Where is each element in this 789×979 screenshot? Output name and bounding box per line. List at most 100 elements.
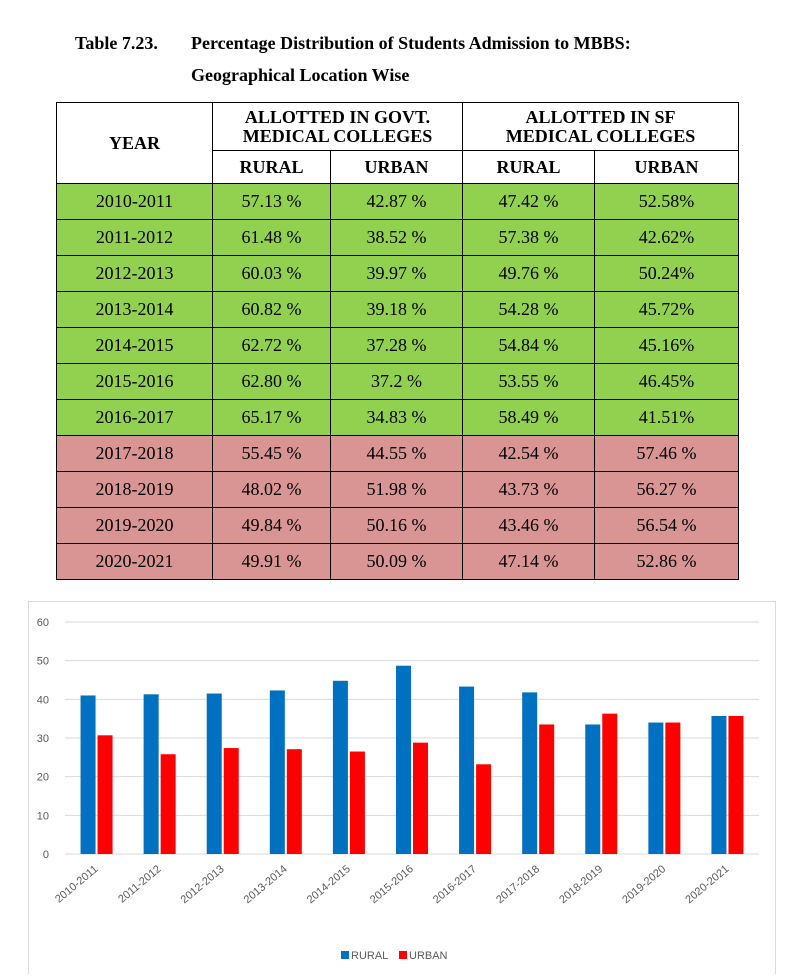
x-tick-label: 2013-2014 [242,863,290,906]
cell-sf-urban: 50.24% [594,255,740,292]
cell-govt-rural: 65.17 % [212,399,331,436]
cell-sf-rural: 57.38 % [462,219,596,256]
urban-bar [476,764,492,854]
cell-sf-rural: 47.42 % [462,183,596,220]
admission-distribution-table: YEAR ALLOTTED IN GOVT. MEDICAL COLLEGES A… [56,102,740,580]
cell-govt-urban: 42.87 % [329,183,464,220]
rural-bar [648,722,664,854]
table-row: 2018-2019 48.02 % 51.98 % 43.73 % 56.27 % [56,471,740,508]
y-tick-label: 60 [37,617,49,629]
cell-year: 2019-2020 [56,507,213,544]
rural-bar [585,724,601,854]
sf-urban-header: URBAN [594,150,740,184]
x-tick-label: 2012-2013 [179,863,227,906]
x-tick-label: 2011-2012 [116,863,163,905]
cell-sf-rural: 53.55 % [462,363,596,400]
govt-header: ALLOTTED IN GOVT. MEDICAL COLLEGES [211,102,464,151]
table-row: 2012-2013 60.03 % 39.97 % 49.76 % 50.24% [56,255,740,292]
cell-sf-urban: 41.51% [594,399,740,436]
table-row: 2015-2016 62.80 % 37.2 % 53.55 % 46.45% [56,363,740,400]
cell-govt-rural: 57.13 % [212,183,331,220]
y-tick-label: 40 [37,694,49,706]
cell-year: 2013-2014 [56,291,213,328]
cell-govt-rural: 61.48 % [212,219,331,256]
legend-label-urban: URBAN [409,950,448,962]
cell-sf-rural: 58.49 % [462,399,596,436]
year-header: YEAR [56,102,213,184]
cell-year: 2016-2017 [56,399,213,436]
urban-bar [602,713,618,854]
cell-govt-urban: 37.2 % [329,363,464,400]
cell-sf-urban: 45.72% [594,291,740,328]
cell-sf-rural: 42.54 % [462,435,596,472]
legend-label-rural: RURAL [351,950,388,962]
cell-govt-rural: 48.02 % [212,471,331,508]
govt-urban-header: URBAN [329,150,464,184]
urban-bar [413,742,428,854]
x-tick-label: 2019-2020 [620,863,668,906]
sf-header: ALLOTTED IN SF MEDICAL COLLEGES [462,102,740,151]
urban-bar [728,715,744,854]
cell-govt-urban: 39.18 % [329,291,464,328]
x-tick-label: 2020-2021 [683,863,731,906]
table-row: 2019-2020 49.84 % 50.16 % 43.46 % 56.54 % [56,507,740,544]
cell-sf-urban: 46.45% [594,363,740,400]
rural-bar [459,686,475,854]
cell-year: 2010-2011 [56,183,213,220]
urban-bar [665,722,681,854]
cell-sf-urban: 52.86 % [594,543,740,580]
rural-bar [143,694,159,854]
cell-sf-rural: 54.84 % [462,327,596,364]
x-tick-label: 2017-2018 [494,863,542,906]
govt-rural-header: RURAL [212,150,331,184]
cell-sf-urban: 42.62% [594,219,740,256]
legend-swatch-rural [341,951,349,959]
cell-sf-urban: 56.54 % [594,507,740,544]
rural-urban-bar-chart: 0 10 20 30 40 50 60 2010-2011 2011-2012 2012-2013… [37,617,759,962]
cell-govt-rural: 62.80 % [212,363,331,400]
table-row: 2020-2021 49.91 % 50.09 % 47.14 % 52.86 % [56,543,740,580]
urban-bar [286,749,302,854]
cell-year: 2012-2013 [56,255,213,292]
cell-govt-rural: 62.72 % [212,327,331,364]
rural-bar [332,680,348,854]
cell-govt-urban: 34.83 % [329,399,464,436]
cell-govt-rural: 60.03 % [212,255,331,292]
x-tick-label: 2014-2015 [305,863,353,906]
y-tick-label: 10 [37,810,49,822]
cell-year: 2020-2021 [56,543,213,580]
cell-govt-urban: 50.16 % [329,507,464,544]
legend-swatch-urban [399,951,407,959]
cell-govt-urban: 37.28 % [329,327,464,364]
cell-sf-rural: 43.73 % [462,471,596,508]
cell-govt-urban: 51.98 % [329,471,464,508]
x-tick-label: 2016-2017 [431,863,479,906]
cell-sf-urban: 45.16% [594,327,740,364]
cell-year: 2018-2019 [56,471,213,508]
cell-sf-rural: 43.46 % [462,507,596,544]
x-tick-label: 2015-2016 [368,863,416,906]
cell-sf-urban: 56.27 % [594,471,740,508]
rural-bar [522,692,538,854]
cell-govt-rural: 55.45 % [212,435,331,472]
x-tick-label: 2018-2019 [557,863,605,906]
rural-bar [396,665,411,854]
cell-sf-urban: 57.46 % [594,435,740,472]
sf-rural-header: RURAL [462,150,596,184]
urban-bar [97,735,113,854]
table-row: 2013-2014 60.82 % 39.18 % 54.28 % 45.72% [56,291,740,328]
y-tick-label: 30 [37,733,49,745]
cell-sf-urban: 52.58% [594,183,740,220]
rural-bar [269,690,285,854]
cell-govt-urban: 39.97 % [329,255,464,292]
y-tick-label: 0 [43,849,49,861]
urban-bar [223,748,239,854]
table-number: Table 7.23. [75,33,158,53]
cell-sf-rural: 49.76 % [462,255,596,292]
cell-govt-rural: 49.91 % [212,543,331,580]
cell-year: 2015-2016 [56,363,213,400]
cell-govt-urban: 44.55 % [329,435,464,472]
table-row: 2016-2017 65.17 % 34.83 % 58.49 % 41.51% [56,399,740,436]
rural-bar [80,695,96,854]
table-row: 2011-2012 61.48 % 38.52 % 57.38 % 42.62% [56,219,740,256]
